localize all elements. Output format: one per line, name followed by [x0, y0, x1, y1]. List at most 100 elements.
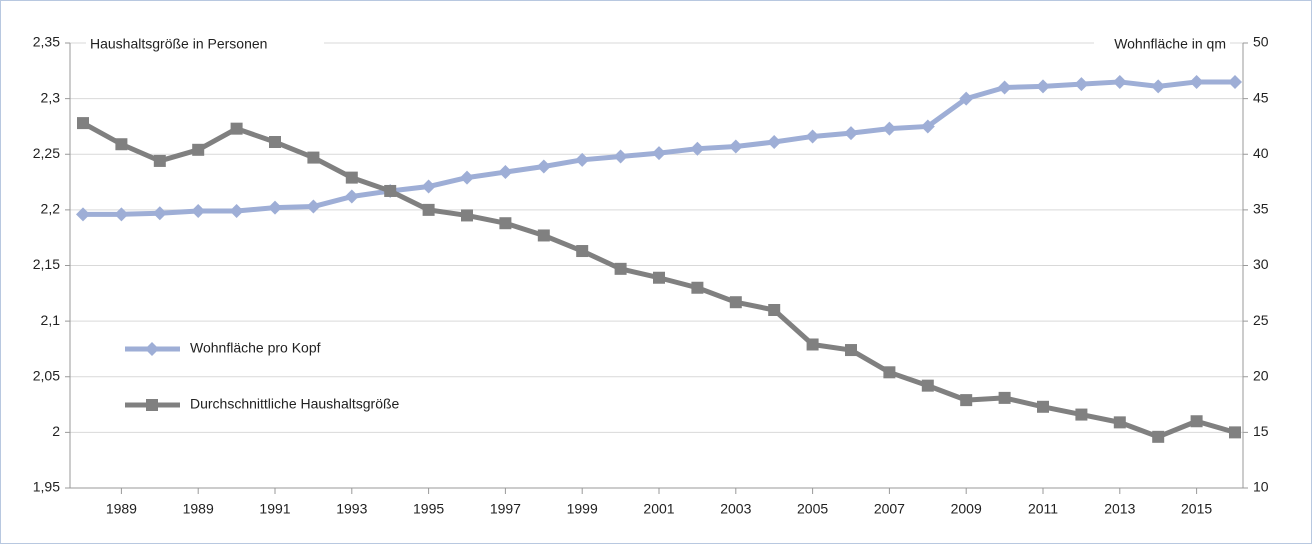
point-marker: [690, 141, 705, 156]
x-tick-label: 2005: [797, 501, 828, 517]
x-tick-label: 2015: [1181, 501, 1212, 517]
point-marker: [576, 245, 589, 258]
point-marker: [768, 304, 781, 316]
y2-tick-label: 45: [1253, 89, 1269, 105]
point-marker: [152, 206, 167, 221]
y2-axis-title: Wohnfläche in qm: [1114, 36, 1226, 52]
point-marker: [499, 217, 512, 230]
point-marker: [307, 151, 320, 164]
x-tick-label: 1999: [567, 501, 598, 517]
point-marker: [653, 271, 665, 284]
point-marker: [1037, 400, 1049, 413]
y-tick-label: 2,35: [33, 34, 60, 50]
point-marker: [115, 138, 128, 151]
point-marker: [1036, 79, 1050, 94]
point-marker: [229, 203, 244, 218]
y2-tick-label: 50: [1253, 34, 1269, 50]
point-marker: [652, 146, 666, 161]
point-marker: [344, 189, 359, 204]
x-tick-label: 1993: [336, 501, 367, 517]
x-tick-label: 1991: [259, 501, 290, 517]
y2-tick-label: 10: [1253, 479, 1269, 495]
point-marker: [114, 207, 129, 222]
point-marker: [806, 338, 819, 351]
point-marker: [268, 200, 282, 215]
y2-title-bg: [1094, 34, 1230, 54]
point-marker: [921, 379, 934, 392]
y-tick-label: 2,05: [33, 367, 60, 383]
point-marker: [1229, 426, 1241, 439]
point-marker: [728, 139, 743, 154]
point-marker: [1074, 77, 1089, 92]
y-tick-label: 2,25: [33, 145, 60, 161]
point-marker: [1190, 415, 1203, 428]
y2-tick-label: 25: [1253, 312, 1269, 328]
point-marker: [146, 399, 158, 411]
point-marker: [461, 209, 473, 222]
point-marker: [269, 136, 281, 149]
point-marker: [883, 366, 896, 379]
point-marker: [422, 203, 435, 216]
y-tick-label: 1,95: [33, 479, 60, 495]
point-marker: [145, 342, 159, 356]
point-marker: [614, 262, 627, 275]
point-marker: [575, 152, 590, 167]
y2-tick-label: 30: [1253, 256, 1269, 272]
y-axis-title: Haushaltsgröße in Personen: [90, 36, 267, 52]
y-tick-label: 2,1: [41, 312, 61, 328]
point-marker: [1075, 408, 1088, 421]
point-marker: [882, 121, 897, 136]
point-marker: [998, 391, 1011, 404]
point-marker: [691, 281, 704, 294]
point-marker: [230, 122, 243, 135]
point-marker: [1152, 430, 1165, 443]
x-tick-label: 2003: [720, 501, 751, 517]
point-marker: [421, 179, 436, 194]
point-marker: [729, 296, 742, 309]
point-marker: [345, 171, 358, 184]
point-marker: [920, 119, 935, 134]
legend-label: Durchschnittliche Haushaltsgröße: [190, 396, 400, 412]
point-marker: [1113, 416, 1126, 429]
point-marker: [76, 207, 90, 222]
y-title-bg: [86, 34, 324, 54]
y-tick-label: 2,3: [41, 89, 61, 105]
point-marker: [77, 117, 89, 130]
y2-tick-label: 15: [1253, 423, 1269, 439]
y2-tick-label: 35: [1253, 201, 1269, 217]
point-marker: [959, 91, 974, 106]
x-tick-label: 2007: [874, 501, 905, 517]
x-tick-label: 2001: [643, 501, 674, 517]
y-tick-label: 2: [52, 423, 60, 439]
point-marker: [613, 149, 628, 164]
point-marker: [1189, 74, 1204, 89]
y-tick-label: 2,2: [41, 201, 61, 217]
point-marker: [845, 344, 857, 357]
x-tick-label: 2009: [951, 501, 982, 517]
legend-label: Wohnfläche pro Kopf: [190, 340, 321, 356]
point-marker: [1151, 79, 1166, 94]
x-tick-label: 2011: [1028, 501, 1058, 517]
point-marker: [767, 135, 782, 150]
y2-tick-label: 40: [1253, 145, 1269, 161]
point-marker: [192, 143, 205, 156]
point-marker: [191, 203, 206, 218]
point-marker: [960, 394, 973, 407]
point-marker: [1228, 74, 1242, 89]
point-marker: [537, 229, 550, 242]
point-marker: [384, 184, 397, 197]
point-marker: [844, 126, 858, 141]
point-marker: [536, 159, 551, 174]
y2-tick-label: 20: [1253, 367, 1269, 383]
point-marker: [997, 80, 1012, 95]
x-tick-label: 1997: [490, 501, 521, 517]
point-marker: [805, 129, 820, 144]
x-tick-label: 1995: [413, 501, 444, 517]
point-marker: [460, 170, 474, 185]
y-tick-label: 2,15: [33, 256, 60, 272]
point-marker: [1112, 74, 1127, 89]
point-marker: [306, 199, 321, 214]
x-tick-label: 1989: [106, 501, 137, 517]
